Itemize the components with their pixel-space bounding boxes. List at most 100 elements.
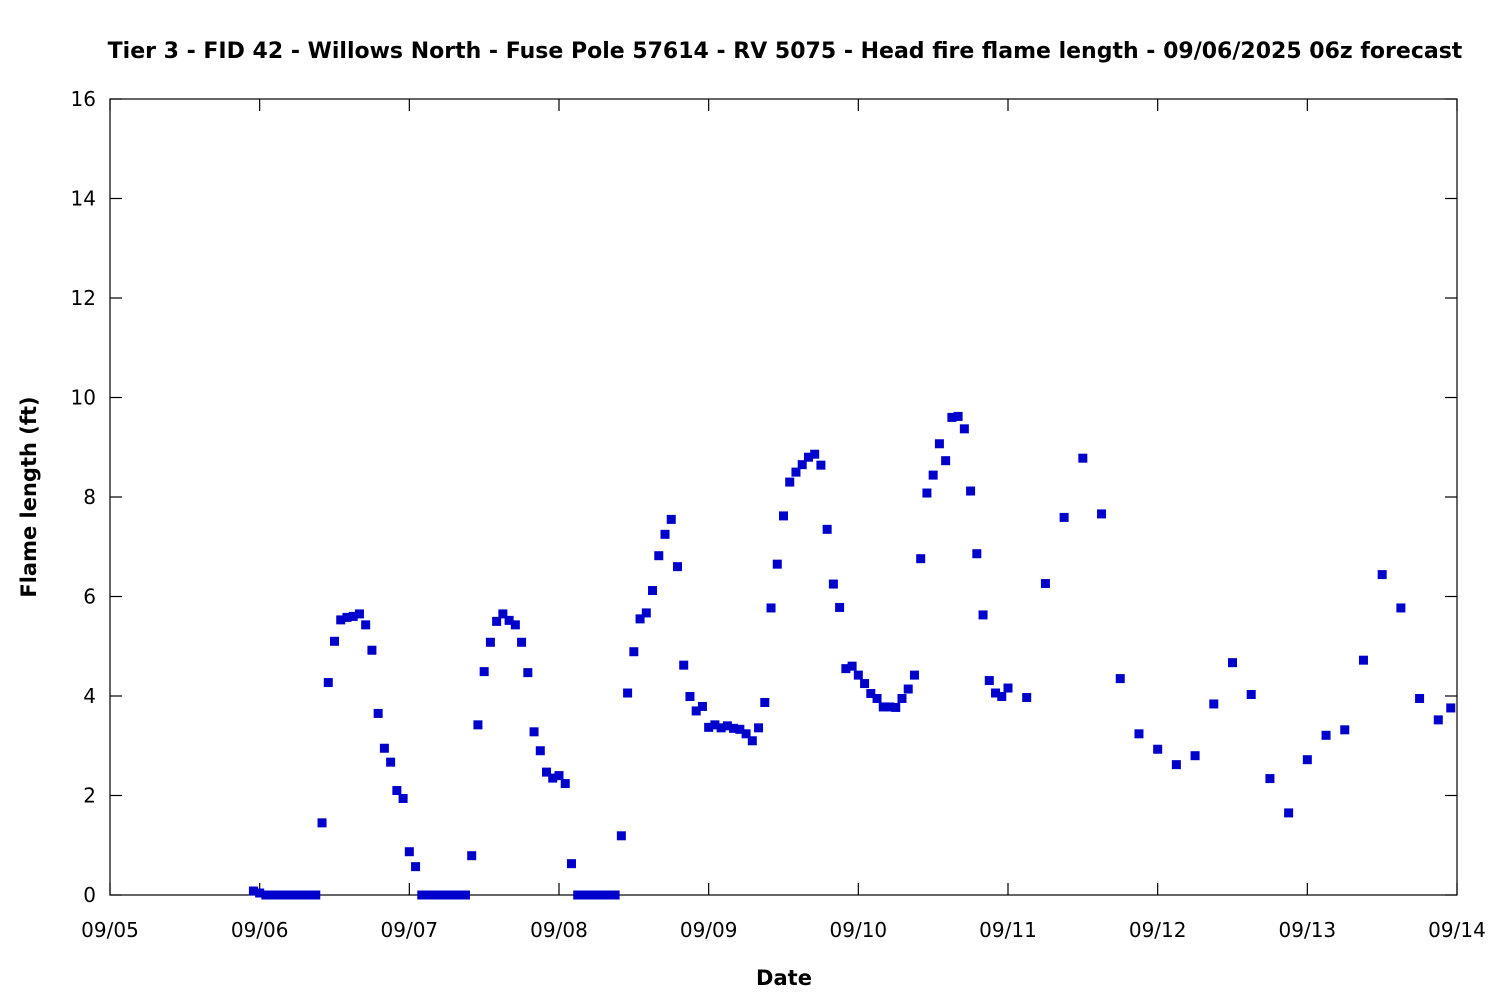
data-point <box>554 771 564 781</box>
data-point <box>311 890 321 900</box>
data-point <box>610 890 620 900</box>
data-point <box>1190 751 1200 761</box>
data-point <box>485 637 495 647</box>
y-tick-label: 0 <box>83 883 96 907</box>
data-point <box>429 890 439 900</box>
x-tick-label: 09/14 <box>1428 918 1486 942</box>
data-point <box>492 616 502 626</box>
data-point <box>367 645 377 655</box>
data-point <box>766 603 776 613</box>
data-point <box>1433 715 1443 725</box>
data-point <box>560 779 570 789</box>
data-point <box>267 890 277 900</box>
data-point <box>1415 693 1425 703</box>
data-point <box>348 611 358 621</box>
data-point <box>479 667 489 677</box>
data-point <box>255 888 265 898</box>
data-point <box>317 818 327 828</box>
data-point <box>984 676 994 686</box>
data-point <box>885 702 895 712</box>
data-point <box>417 890 427 900</box>
data-point <box>666 514 676 524</box>
data-point <box>953 411 963 421</box>
data-point <box>535 746 545 756</box>
x-tick-label: 09/10 <box>830 918 888 942</box>
data-point <box>1059 512 1069 522</box>
data-point <box>373 708 383 718</box>
data-point <box>1265 774 1275 784</box>
data-point <box>797 460 807 470</box>
y-tick-label: 6 <box>83 585 96 609</box>
y-axis: 0 2 4 6 8 10 12 14 16 <box>71 87 1457 907</box>
data-point <box>891 702 901 712</box>
x-tick-label: 09/07 <box>381 918 439 942</box>
data-point <box>604 890 614 900</box>
data-point <box>504 615 514 625</box>
data-point <box>747 736 757 746</box>
data-point <box>448 890 458 900</box>
data-point <box>648 586 658 596</box>
data-point <box>928 470 938 480</box>
data-point <box>336 615 346 625</box>
chart-title: Tier 3 - FID 42 - Willows North - Fuse P… <box>108 39 1463 64</box>
y-tick-label: 16 <box>71 87 96 111</box>
data-point <box>354 609 364 619</box>
x-tick-label: 09/11 <box>979 918 1037 942</box>
data-point <box>1040 579 1050 589</box>
data-point <box>386 757 396 767</box>
data-point <box>261 890 271 900</box>
data-point <box>585 890 595 900</box>
data-point <box>785 477 795 487</box>
data-point <box>298 890 308 900</box>
data-point <box>835 602 845 612</box>
x-tick-label: 09/06 <box>231 918 289 942</box>
data-point <box>1115 674 1125 684</box>
data-point <box>704 722 714 732</box>
data-point <box>816 460 826 470</box>
data-point <box>573 890 583 900</box>
data-point <box>330 636 339 646</box>
data-point <box>1097 509 1107 519</box>
data-point <box>916 554 926 564</box>
data-point <box>473 720 483 730</box>
data-point <box>1134 729 1144 739</box>
data-point <box>616 831 626 841</box>
data-point <box>1171 760 1181 770</box>
data-point <box>903 684 913 694</box>
data-point <box>361 620 371 630</box>
x-tick-label: 09/09 <box>680 918 738 942</box>
data-point <box>841 664 851 674</box>
data-point <box>423 890 433 900</box>
data-point <box>1284 808 1294 818</box>
data-point <box>629 647 639 657</box>
data-point <box>909 670 919 680</box>
data-point <box>323 678 333 688</box>
data-point <box>1246 690 1256 700</box>
data-point <box>517 637 527 647</box>
data-point <box>1377 570 1387 580</box>
data-point <box>404 847 414 857</box>
data-point <box>436 890 446 900</box>
data-point <box>379 743 389 753</box>
data-point <box>966 486 976 496</box>
x-axis-label: Date <box>756 966 812 990</box>
data-point <box>1209 699 1219 709</box>
data-point <box>735 724 745 734</box>
data-point <box>991 688 1001 698</box>
y-axis-label: Flame length (ft) <box>17 396 41 597</box>
data-point <box>635 614 645 624</box>
data-point <box>866 689 876 699</box>
data-point <box>1340 725 1350 735</box>
data-point <box>853 670 863 680</box>
data-point <box>1446 703 1456 713</box>
y-tick-label: 8 <box>83 485 96 509</box>
data-points <box>248 411 1456 900</box>
data-point <box>716 723 726 733</box>
data-point <box>972 549 982 559</box>
data-point <box>722 721 732 731</box>
y-tick-label: 10 <box>71 386 96 410</box>
y-tick-label: 2 <box>83 784 96 808</box>
data-point <box>591 890 601 900</box>
